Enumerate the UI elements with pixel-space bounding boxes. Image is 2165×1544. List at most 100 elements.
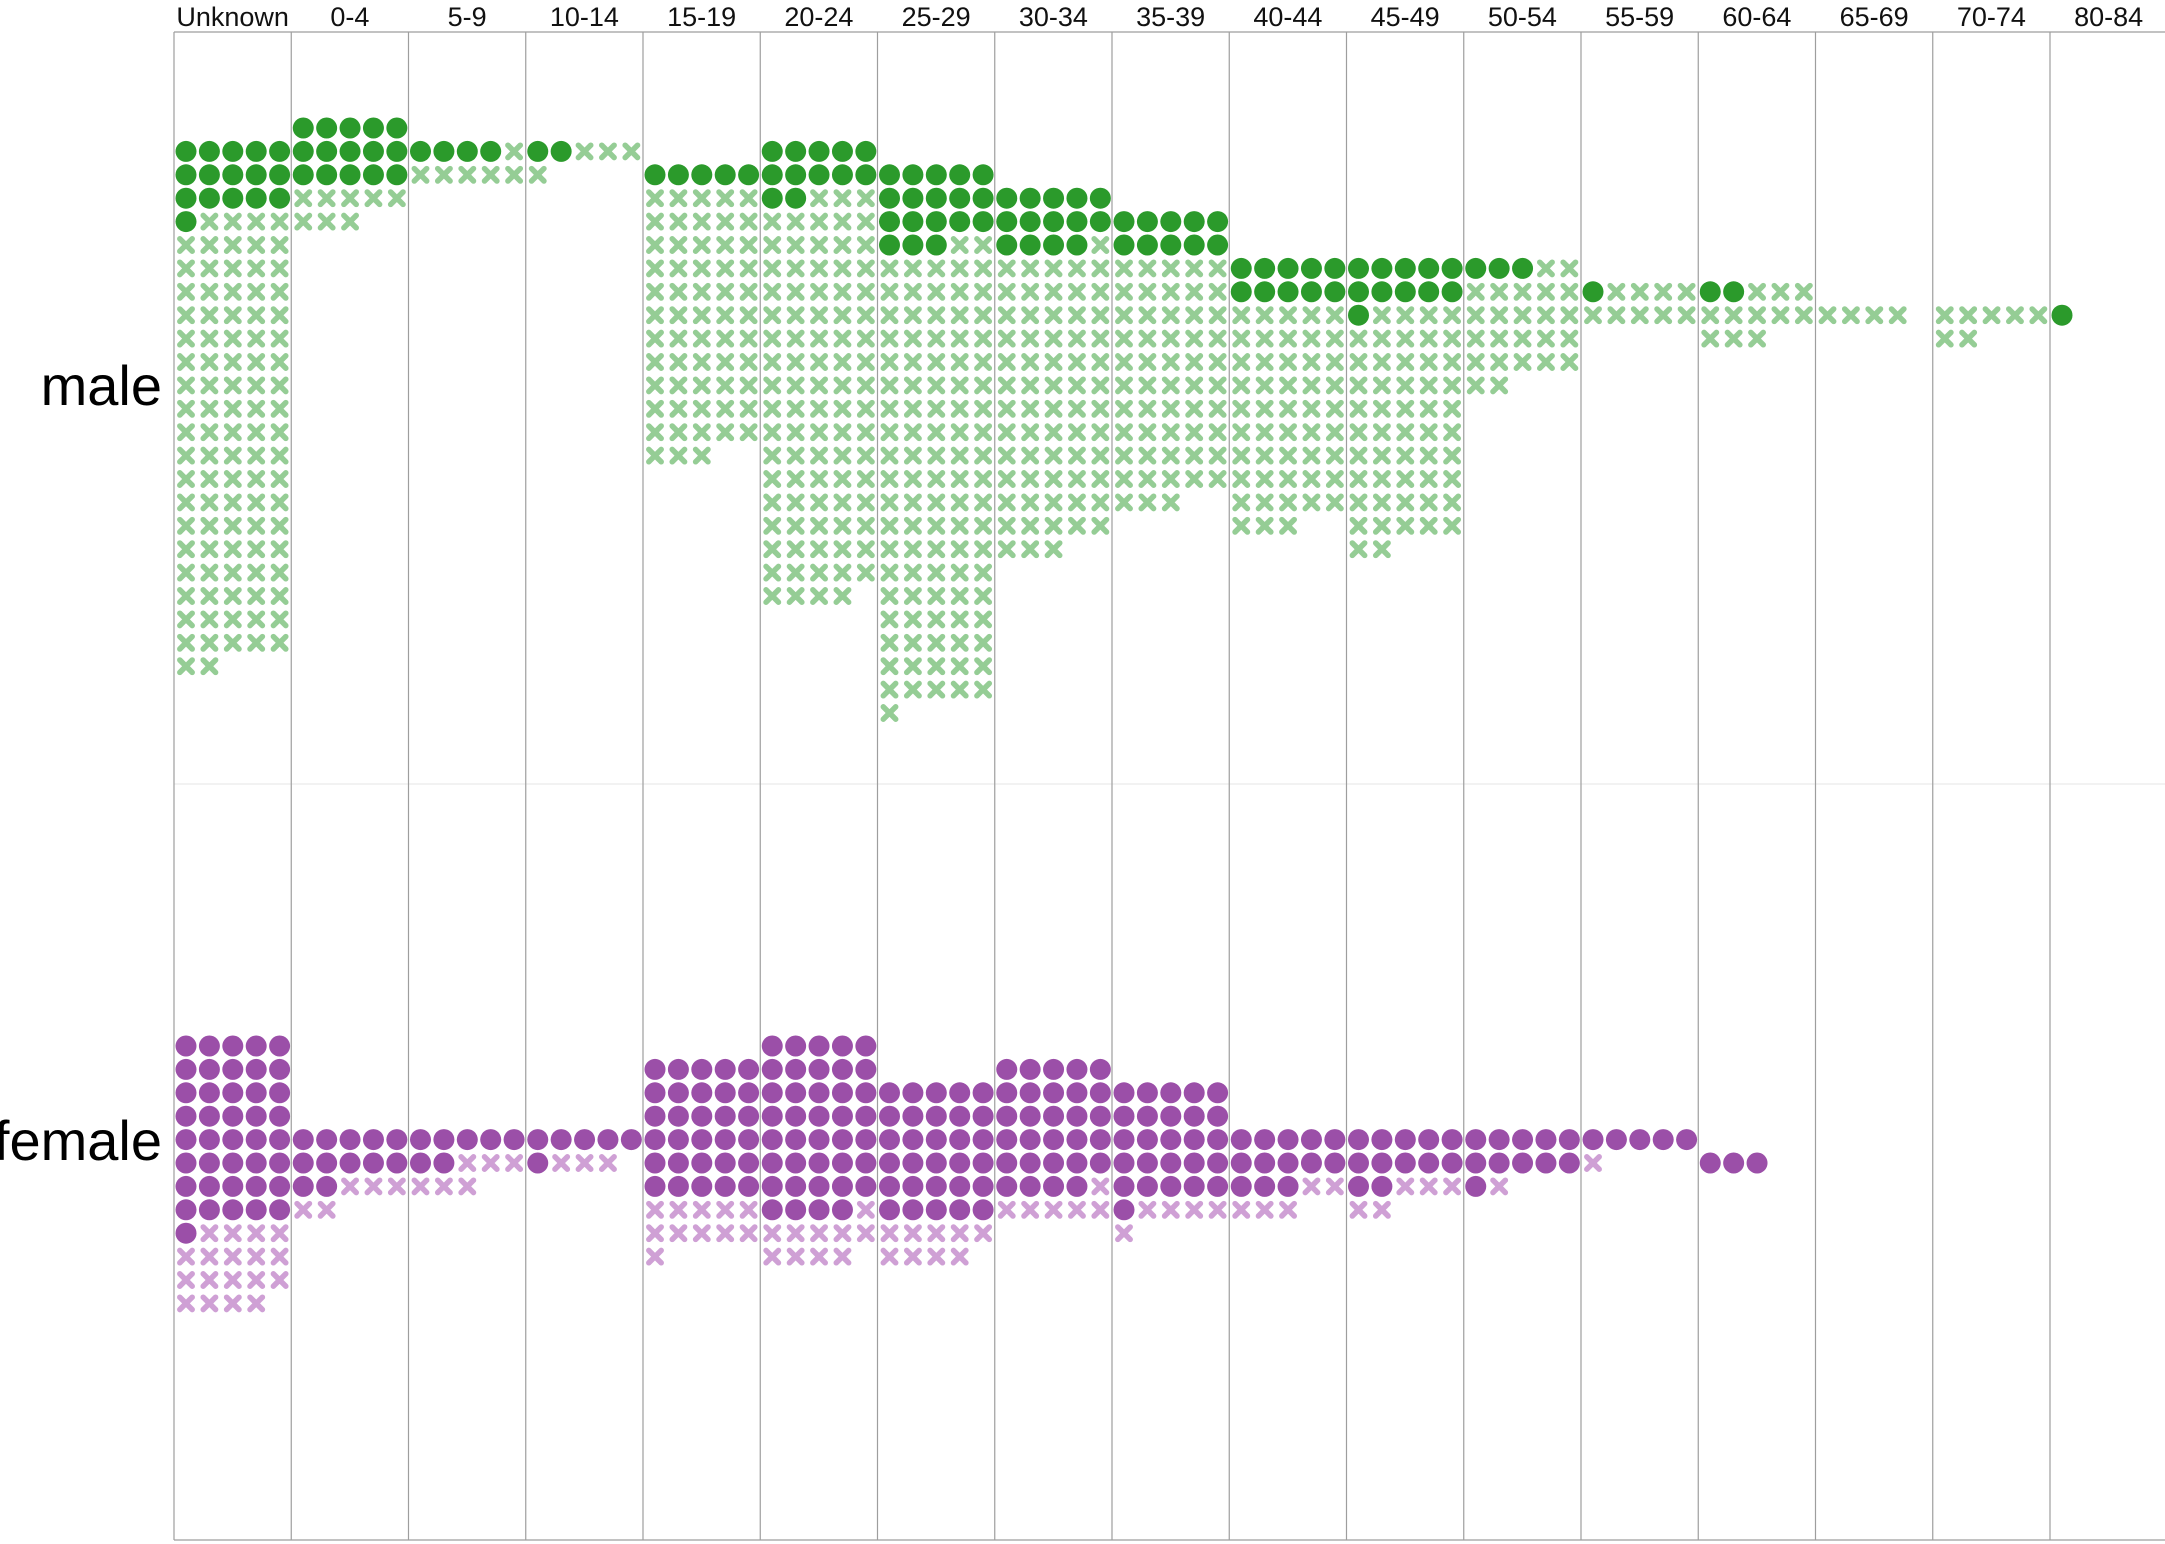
solid-marker xyxy=(831,164,853,186)
solid-marker xyxy=(925,1105,947,1127)
cross-marker xyxy=(223,516,242,535)
cross-marker xyxy=(997,493,1016,512)
solid-marker xyxy=(1230,1152,1252,1174)
cross-marker xyxy=(1325,470,1344,488)
solid-marker xyxy=(339,117,361,139)
cross-marker xyxy=(177,329,195,348)
solid-marker xyxy=(1605,1129,1627,1151)
cross-marker xyxy=(1185,282,1204,301)
solid-marker xyxy=(1066,234,1088,256)
solid-marker xyxy=(1348,281,1369,303)
solid-marker xyxy=(1230,1175,1252,1197)
solid-marker xyxy=(667,1129,689,1151)
cross-marker xyxy=(692,376,711,395)
cross-marker xyxy=(1349,1200,1368,1219)
cross-marker xyxy=(1537,259,1555,278)
cross-marker xyxy=(1654,306,1673,325)
cross-marker xyxy=(1701,306,1720,325)
cross-marker xyxy=(1724,329,1743,348)
cross-marker xyxy=(1068,376,1086,395)
solid-marker xyxy=(902,1105,924,1127)
cross-marker xyxy=(1021,376,1040,395)
solid-marker xyxy=(855,1105,877,1127)
cross-marker xyxy=(927,493,946,512)
cross-marker xyxy=(1748,282,1766,301)
solid-marker xyxy=(902,211,924,233)
cross-marker xyxy=(763,236,782,254)
cross-marker xyxy=(1161,399,1180,418)
solid-marker xyxy=(1160,1105,1182,1127)
cross-marker xyxy=(950,587,969,605)
cross-marker xyxy=(763,563,782,582)
cross-marker xyxy=(177,540,195,559)
cross-marker xyxy=(669,259,688,278)
solid-marker xyxy=(1113,1199,1135,1221)
cross-marker xyxy=(1138,329,1157,348)
solid-marker xyxy=(808,1105,830,1127)
solid-marker xyxy=(644,164,666,186)
cross-marker xyxy=(1185,399,1204,418)
solid-marker xyxy=(1441,281,1463,303)
solid-marker xyxy=(1113,1105,1135,1127)
cross-marker xyxy=(1021,399,1040,418)
cross-marker xyxy=(903,470,922,488)
cross-marker xyxy=(786,259,805,278)
cross-marker xyxy=(763,212,782,231)
solid-marker xyxy=(386,140,408,162)
cross-marker xyxy=(247,610,266,629)
cross-marker xyxy=(856,189,875,208)
cross-marker xyxy=(1302,1177,1321,1196)
solid-marker xyxy=(1394,1129,1416,1151)
solid-marker xyxy=(855,1152,877,1174)
solid-marker xyxy=(1230,257,1252,279)
cross-marker xyxy=(739,189,758,208)
solid-marker xyxy=(925,1152,947,1174)
solid-marker xyxy=(691,1129,713,1151)
cross-marker xyxy=(739,306,758,325)
cross-marker xyxy=(223,446,242,465)
solid-marker xyxy=(761,187,783,209)
cross-marker xyxy=(247,212,266,231)
cross-marker xyxy=(974,329,993,348)
solid-marker xyxy=(1348,1152,1369,1174)
solid-marker xyxy=(175,1129,197,1151)
cross-marker xyxy=(270,587,289,605)
cross-marker xyxy=(927,446,946,465)
cross-marker xyxy=(1419,516,1438,535)
cross-marker xyxy=(223,470,242,488)
cross-marker xyxy=(880,493,899,512)
cross-marker xyxy=(716,189,735,208)
cross-marker xyxy=(1185,376,1204,395)
cross-marker xyxy=(1279,423,1297,442)
cross-marker xyxy=(1091,470,1110,488)
cross-marker xyxy=(763,306,782,325)
solid-marker xyxy=(1371,281,1393,303)
cross-marker xyxy=(646,1247,664,1266)
solid-marker xyxy=(879,234,900,256)
cross-marker xyxy=(786,423,805,442)
cross-marker xyxy=(1419,399,1438,418)
solid-marker xyxy=(996,1175,1018,1197)
solid-marker xyxy=(269,1152,291,1174)
cross-marker xyxy=(833,282,852,301)
solid-marker xyxy=(902,1082,924,1104)
solid-marker xyxy=(198,1058,220,1080)
cross-marker xyxy=(1138,399,1157,418)
column-headers: Unknown 0-4 5-9 10-14 15-19 20-24 25-29 30-34 35… xyxy=(176,2,2143,32)
solid-marker xyxy=(1089,1082,1111,1104)
solid-marker xyxy=(714,164,736,186)
cross-marker xyxy=(1396,470,1415,488)
solid-marker xyxy=(339,140,361,162)
cross-marker xyxy=(1068,329,1086,348)
solid-marker xyxy=(1418,1129,1440,1151)
solid-marker xyxy=(1089,1129,1111,1151)
solid-marker xyxy=(198,1035,220,1057)
cross-marker xyxy=(880,470,899,488)
cross-marker xyxy=(810,563,828,582)
cross-marker xyxy=(810,399,828,418)
cross-marker xyxy=(997,540,1016,559)
solid-marker xyxy=(831,1175,853,1197)
cross-marker xyxy=(1325,493,1344,512)
cross-marker xyxy=(317,189,336,208)
cross-marker xyxy=(1044,540,1063,559)
